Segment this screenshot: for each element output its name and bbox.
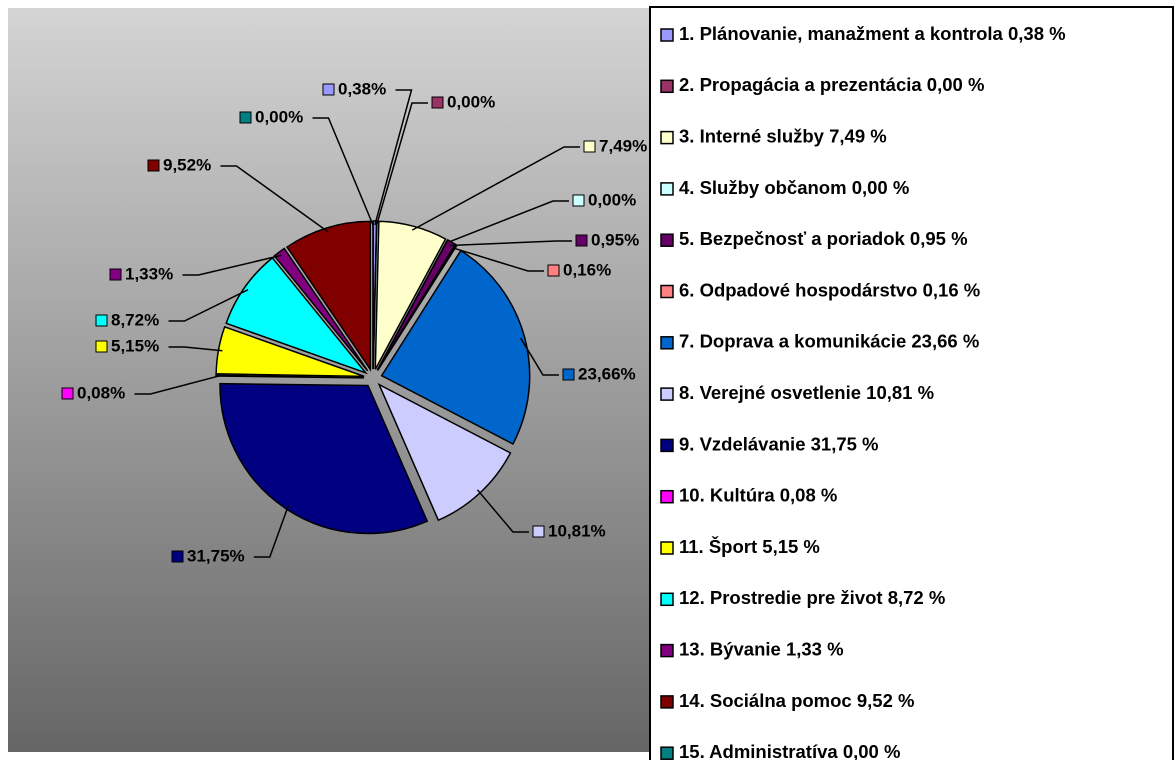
- pie-slice: [377, 243, 458, 371]
- legend-marker: [660, 643, 674, 658]
- legend-label: 13. Bývanie 1,33 %: [679, 638, 844, 659]
- label-marker: [322, 83, 335, 96]
- label-marker: [109, 268, 122, 281]
- label-marker: [562, 368, 575, 381]
- legend-label: 15. Administratíva 0,00 %: [679, 741, 900, 760]
- legend-label: 12. Prostredie pre život 8,72 %: [679, 587, 945, 608]
- legend-box: [649, 6, 1174, 760]
- leader-line: [253, 505, 290, 558]
- legend-marker: [660, 130, 674, 145]
- legend-marker: [660, 28, 674, 42]
- legend-label: 1. Plánovanie, manažment a kontrola 0,38…: [679, 23, 1066, 44]
- legend-label: 10. Kultúra 0,08 %: [679, 485, 837, 506]
- pie-slice: [380, 249, 531, 446]
- leader-line: [134, 374, 221, 395]
- label-marker: [547, 264, 560, 277]
- legend-marker: [660, 695, 674, 709]
- legend-marker: [660, 489, 674, 504]
- pie-slice: [273, 247, 369, 372]
- data-label: 0,08%: [77, 383, 125, 402]
- label-marker: [61, 387, 74, 400]
- leader-line: [168, 346, 223, 352]
- leader-line: [220, 165, 329, 233]
- legend-label: 2. Propagácia a prezentácia 0,00 %: [679, 74, 984, 95]
- data-label: 0,95%: [591, 230, 639, 249]
- label-marker: [147, 159, 160, 172]
- label-marker: [575, 234, 588, 247]
- legend-label: 14. Sociálna pomoc 9,52 %: [679, 690, 914, 711]
- legend-label: 7. Doprava a komunikácie 23,66 %: [679, 331, 979, 352]
- data-label: 0,00%: [447, 92, 495, 111]
- leader-line: [476, 489, 529, 533]
- pie-slice: [374, 220, 447, 370]
- label-marker: [431, 96, 444, 109]
- data-label: 9,52%: [163, 155, 211, 174]
- data-label: 7,49%: [599, 136, 647, 155]
- legend-marker: [660, 284, 674, 299]
- leader-line: [445, 200, 569, 245]
- data-label: 8,72%: [111, 310, 159, 329]
- legend-label: 4. Služby občanom 0,00 %: [679, 177, 909, 198]
- leader-line: [449, 240, 572, 247]
- legend-marker: [660, 438, 674, 453]
- legend-marker: [660, 387, 674, 401]
- legend-label: 9. Vzdelávanie 31,75 %: [679, 433, 879, 454]
- label-marker: [171, 550, 184, 563]
- legend-label: 3. Interné služby 7,49 %: [679, 125, 887, 146]
- data-label: 5,15%: [111, 336, 159, 355]
- label-marker: [583, 140, 596, 153]
- label-marker: [532, 525, 545, 538]
- legend-marker: [660, 541, 674, 555]
- data-label: 10,81%: [548, 521, 606, 540]
- pie-slice: [372, 221, 378, 370]
- legend-label: 11. Šport 5,15 %: [679, 536, 820, 557]
- leader-line: [375, 102, 428, 226]
- plot-background: [8, 8, 652, 752]
- label-marker: [239, 111, 252, 124]
- legend-marker: [660, 233, 674, 247]
- legend-label: 5. Bezpečnosť a poriadok 0,95 %: [679, 228, 968, 249]
- pie-slice: [219, 382, 429, 535]
- leader-line: [520, 337, 559, 376]
- data-label: 0,00%: [255, 107, 303, 126]
- legend-marker: [660, 336, 674, 350]
- legend-marker: [660, 79, 674, 94]
- leader-line: [411, 146, 580, 231]
- leader-line: [182, 254, 282, 276]
- legend-marker: [660, 592, 674, 607]
- data-label: 31,75%: [187, 546, 245, 565]
- leader-line: [168, 289, 249, 322]
- pie-slice: [285, 220, 372, 372]
- data-label: 23,66%: [578, 364, 636, 383]
- leader-line: [453, 247, 544, 272]
- label-marker: [95, 314, 108, 327]
- label-marker: [572, 194, 585, 207]
- data-label: 0,00%: [588, 190, 636, 209]
- legend-label: 6. Odpadové hospodárstvo 0,16 %: [679, 279, 980, 300]
- label-marker: [95, 340, 108, 353]
- leader-line: [374, 89, 413, 226]
- legend-label: 8. Verejné osvetlenie 10,81 %: [679, 382, 934, 403]
- legend-marker: [660, 746, 674, 760]
- data-label: 1,33%: [125, 264, 173, 283]
- data-label: 0,16%: [563, 260, 611, 279]
- leader-line: [312, 117, 374, 226]
- legend-marker: [660, 182, 674, 196]
- data-label: 0,38%: [338, 79, 386, 98]
